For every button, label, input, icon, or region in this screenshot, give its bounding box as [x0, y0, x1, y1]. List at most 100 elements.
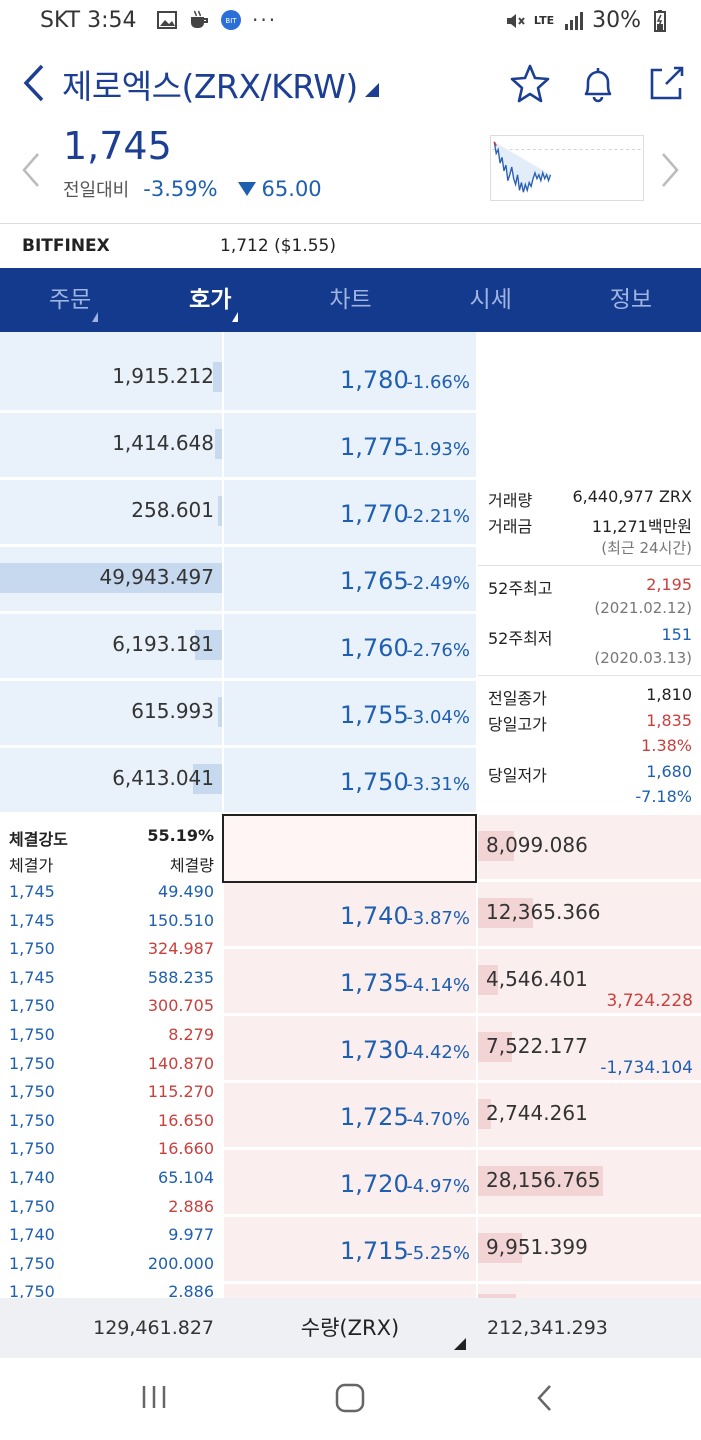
bid-row[interactable]: 1,740 -3.87% 12,365.366	[224, 882, 701, 948]
recent-apps-icon[interactable]	[140, 1382, 168, 1412]
trade-price: 1,740	[9, 1168, 55, 1187]
ask-row[interactable]: 6,193.181 1,760 -2.76%	[0, 614, 476, 680]
tab-quotes[interactable]: 시세	[421, 268, 561, 332]
bid-price-cell[interactable]: 1,725 -4.70%	[224, 1083, 476, 1149]
trade-qty: 9.977	[168, 1225, 214, 1245]
ask-total: 129,461.827	[93, 1317, 214, 1339]
ask-price-cell[interactable]: 1,765 -2.49%	[224, 547, 476, 613]
trade-price: 1,745	[9, 967, 55, 987]
trade-row: 1,750 2.886	[0, 1282, 222, 1310]
ask-price-cell[interactable]: 1,760 -2.76%	[224, 614, 476, 680]
ask-row[interactable]: 1,915.212 1,780 -1.66%	[0, 346, 476, 412]
bid-row[interactable]: 1,720 -4.97% 28,156.765	[224, 1150, 701, 1216]
back-nav-icon[interactable]	[534, 1382, 556, 1414]
trade-qty: 2.886	[168, 1282, 214, 1302]
ask-pct: -3.04%	[406, 707, 470, 728]
trade-price: 1,750	[9, 1082, 55, 1102]
ask-pct: -1.93%	[406, 439, 470, 460]
ask-price: 1,750	[340, 768, 409, 796]
price-change: 전일대비 -3.59% 65.00	[63, 176, 322, 202]
ask-qty: 49,943.497	[99, 565, 214, 589]
bid-depth-bar	[478, 898, 533, 928]
trade-price: 1,750	[9, 1139, 55, 1159]
info-separator	[478, 675, 701, 676]
home-icon[interactable]	[334, 1382, 366, 1414]
current-price-highlight	[222, 814, 477, 883]
info-value: 6,440,977 ZRX	[572, 487, 692, 506]
trade-price: 1,750	[9, 996, 55, 1016]
bid-price-cell[interactable]: 1,730 -4.42%	[224, 1016, 476, 1082]
bid-strip	[478, 1284, 701, 1298]
info-date: (2020.03.13)	[594, 649, 692, 667]
page-title[interactable]: 제로엑스(ZRX/KRW)	[62, 67, 358, 106]
ask-qty-cell[interactable]: 615.993	[0, 681, 222, 747]
bid-price-cell[interactable]: 1,740 -3.87%	[224, 882, 476, 948]
bid-price-cell[interactable]: 1,735 -4.14%	[224, 949, 476, 1015]
ask-row[interactable]: 6,413.041 1,750 -3.31%	[0, 748, 476, 814]
ask-qty-cell[interactable]: 1,915.212	[0, 346, 222, 412]
bell-icon[interactable]	[576, 62, 620, 106]
ask-row[interactable]: 615.993 1,755 -3.04%	[0, 681, 476, 747]
mute-icon	[506, 13, 525, 28]
bid-qty-cell[interactable]: 12,365.366	[478, 882, 701, 948]
bid-qty-cell[interactable]: 4,546.401 3,724.228	[478, 949, 701, 1015]
ask-qty-cell[interactable]: 258.601	[0, 480, 222, 546]
bid-qty-cell[interactable]: 28,156.765	[478, 1150, 701, 1216]
bid-row[interactable]: 1,730 -4.42% 7,522.177 -1,734.104	[224, 1016, 701, 1082]
ask-qty-cell[interactable]: 6,193.181	[0, 614, 222, 680]
share-icon[interactable]	[644, 62, 688, 106]
bid-row[interactable]: 1,725 -4.70% 2,744.261	[224, 1083, 701, 1149]
ask-row[interactable]: 49,943.497 1,765 -2.49%	[0, 547, 476, 613]
star-icon[interactable]	[508, 62, 552, 106]
ask-price-cell[interactable]: 1,770 -2.21%	[224, 480, 476, 546]
bid-qty-cell[interactable]: 8,099.086	[478, 815, 701, 881]
info-value: 151	[661, 625, 692, 644]
info-value: 1,680	[646, 762, 692, 781]
prev-coin-chevron-icon[interactable]	[20, 150, 42, 190]
info-label: 전일종가	[488, 689, 547, 708]
svg-text:BIT: BIT	[225, 17, 237, 25]
tab-orderbook[interactable]: 호가	[140, 268, 280, 332]
info-value: 1,810	[646, 685, 692, 704]
ask-price-cell[interactable]: 1,780 -1.66%	[224, 346, 476, 412]
system-nav-bar	[0, 1358, 701, 1440]
bid-pct: -4.97%	[406, 1176, 470, 1197]
strength-value: 55.19%	[147, 826, 214, 845]
bid-change: 3,724.228	[606, 991, 693, 1011]
ask-price-cell[interactable]: 1,775 -1.93%	[224, 413, 476, 479]
gallery-icon	[157, 11, 177, 29]
battery-percent: 30%	[592, 8, 641, 33]
tab-chart[interactable]: 차트	[280, 268, 420, 332]
bid-qty-cell[interactable]: 7,522.177 -1,734.104	[478, 1016, 701, 1082]
next-coin-chevron-icon[interactable]	[659, 150, 681, 190]
current-price: 1,745	[63, 124, 172, 168]
ask-qty: 1,915.212	[112, 364, 214, 388]
tab-order[interactable]: 주문	[0, 268, 140, 332]
ask-row[interactable]: 258.601 1,770 -2.21%	[0, 480, 476, 546]
trade-qty: 140.870	[147, 1053, 214, 1073]
bid-row[interactable]: 1,735 -4.14% 4,546.401 3,724.228	[224, 949, 701, 1015]
ask-price-cell[interactable]: 1,755 -3.04%	[224, 681, 476, 747]
bid-total: 212,341.293	[487, 1317, 608, 1339]
mini-price-chart[interactable]	[490, 135, 644, 201]
bid-qty-cell[interactable]: 2,744.261	[478, 1083, 701, 1149]
ask-price-cell[interactable]: 1,750 -3.31%	[224, 748, 476, 814]
ask-qty-cell[interactable]: 1,414.648	[0, 413, 222, 479]
bid-price-cell[interactable]: 1,715 -5.25%	[224, 1217, 476, 1283]
exchange-row[interactable]: BITFINEX 1,712 ($1.55)	[0, 224, 701, 268]
ask-depth-bar	[0, 563, 222, 593]
trade-price: 1,750	[9, 1110, 55, 1130]
ask-depth-bar	[218, 697, 222, 727]
back-arrow-icon[interactable]	[18, 60, 54, 106]
ask-qty-cell[interactable]: 49,943.497	[0, 547, 222, 613]
ask-qty: 1,414.648	[112, 431, 214, 455]
unit-selector[interactable]: 수량(ZRX)	[224, 1298, 476, 1358]
bid-price-cell[interactable]: 1,720 -4.97%	[224, 1150, 476, 1216]
ask-qty-cell[interactable]: 6,413.041	[0, 748, 222, 814]
ask-row[interactable]: 1,414.648 1,775 -1.93%	[0, 413, 476, 479]
title-dropdown-triangle-icon[interactable]	[364, 82, 380, 98]
ask-pct: -2.49%	[406, 573, 470, 594]
tab-info[interactable]: 정보	[561, 268, 701, 332]
bid-qty-cell[interactable]: 9,951.399	[478, 1217, 701, 1283]
bid-row[interactable]: 1,715 -5.25% 9,951.399	[224, 1217, 701, 1283]
